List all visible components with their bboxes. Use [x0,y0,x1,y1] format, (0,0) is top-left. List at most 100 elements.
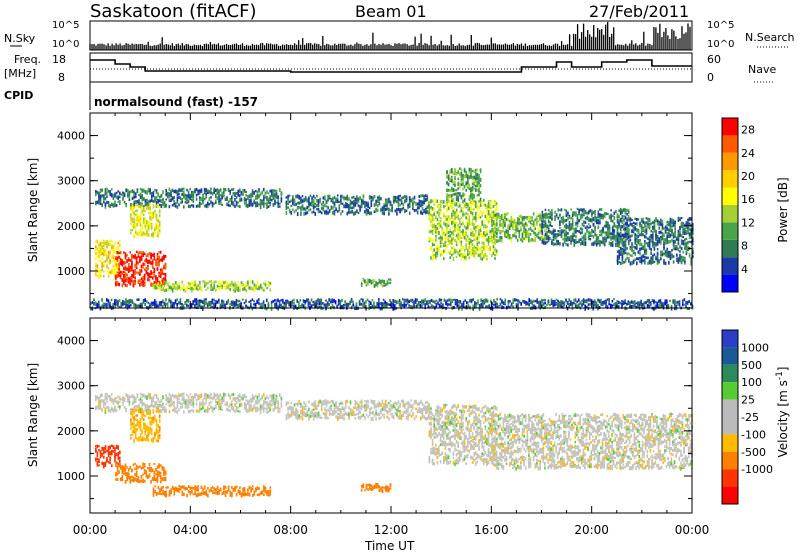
heat-cell-3 [131,254,133,257]
heat-cell-12 [208,300,210,304]
heat-cell-7 [470,244,472,247]
heat-cell-0 [264,202,267,205]
heat-cell-11 [639,260,641,263]
heat-cell-11 [692,251,694,254]
heat-cell-7 [451,247,453,250]
heat-cell-11 [637,230,640,234]
heat-cell-7 [444,223,447,227]
heat-cell-2 [119,243,121,247]
heat-cell-10 [589,238,592,241]
heat-cell-3 [158,262,160,267]
heat-cell-11 [639,256,641,260]
heat-cell-5 [319,197,321,200]
heat-cell-10 [597,210,600,213]
heat-cell-4 [245,281,248,286]
heat-cell-4 [247,280,249,284]
heat-cell-7 [446,203,448,207]
heat-cell-5 [362,194,365,199]
heat-cell-0 [213,202,215,206]
heat-cell-11 [660,241,662,245]
heat-cell-3 [134,268,136,273]
heat-cell-0 [181,200,183,204]
heat-cell-5 [293,210,296,214]
heat-cell-4 [261,286,264,291]
heat-cell-5 [391,204,393,207]
heat-cell-11 [680,233,683,238]
heat-cell-10 [607,226,609,231]
heat-cell-3 [137,261,140,265]
heat-cell-7 [495,202,498,205]
heat-cell-0 [191,194,193,199]
heat-cell-12 [165,298,167,302]
heat-cell-0 [275,196,278,199]
heat-cell-5 [423,209,425,213]
heat-cell-11 [636,217,638,221]
heat-cell-7 [475,237,477,241]
heat-cell-5 [426,209,429,214]
heat-cell-1 [141,233,143,237]
heat-cell-3 [148,273,151,277]
heat-cell-12 [242,298,244,301]
heat-cell-11 [645,232,648,236]
heat-cell-0 [96,191,99,195]
heat-cell-10 [541,232,544,236]
heat-cell-10 [605,221,608,225]
freq-label: Freq. [14,53,41,66]
heat-cell-8 [471,182,474,186]
heat-cell-0 [117,195,119,200]
heat-cell-9 [505,233,508,237]
heat-cell-12 [227,299,230,302]
heat-cell-12 [341,299,343,303]
heat-cell-1 [150,212,153,216]
heat-cell-7 [454,228,456,232]
heat-cell-5 [319,210,321,213]
heat-cell-11 [656,255,659,260]
heat-cell-9 [510,224,513,227]
heat-cell-11 [664,241,667,245]
heat-cell-8 [468,183,471,187]
heat-cell-5 [333,201,336,205]
heat-cell-7 [475,216,477,220]
heat-cell-9 [524,222,527,225]
heat-cell-12 [230,303,233,306]
heat-cell-12 [307,303,310,308]
heat-cell-0 [98,201,100,205]
heat-cell-12 [149,303,151,306]
heat-cell-0 [111,194,113,198]
heat-cell-12 [267,305,270,309]
heat-cell-11 [690,228,692,232]
heat-cell-4 [207,286,209,290]
heat-cell-10 [608,231,611,235]
heat-cell-0 [247,204,249,209]
heat-cell-5 [357,197,360,202]
heat-cell-12 [246,305,249,309]
heat-cell-6 [367,278,369,282]
heat-cell-4 [231,281,233,286]
heat-cell-0 [167,194,169,198]
heat-cell-5 [332,200,334,204]
heat-cell-12 [136,298,138,301]
heat-cell-7 [470,228,472,232]
heat-cell-11 [655,233,657,237]
heat-cell-5 [295,194,297,199]
heat-cell-12 [277,306,279,311]
heat-cell-9 [496,212,498,217]
heat-cell-0 [226,197,228,201]
heat-cell-11 [623,244,625,248]
heat-cell-3 [140,277,143,281]
heat-cell-9 [526,217,529,220]
heat-cell-3 [158,275,160,278]
heat-cell-8 [471,195,474,200]
heat-cell-12 [213,302,215,306]
heat-cell-7 [465,246,467,250]
heat-cell-12 [312,301,314,304]
heat-cell-10 [546,241,548,244]
heat-cell-12 [107,303,110,307]
heat-cell-4 [242,287,244,291]
heat-cell-4 [239,287,241,292]
heat-cell-11 [661,234,664,238]
heat-cell-11 [616,244,619,247]
heat-cell-7 [492,248,495,251]
heat-cell-2 [111,255,113,259]
heat-cell-7 [452,213,455,217]
